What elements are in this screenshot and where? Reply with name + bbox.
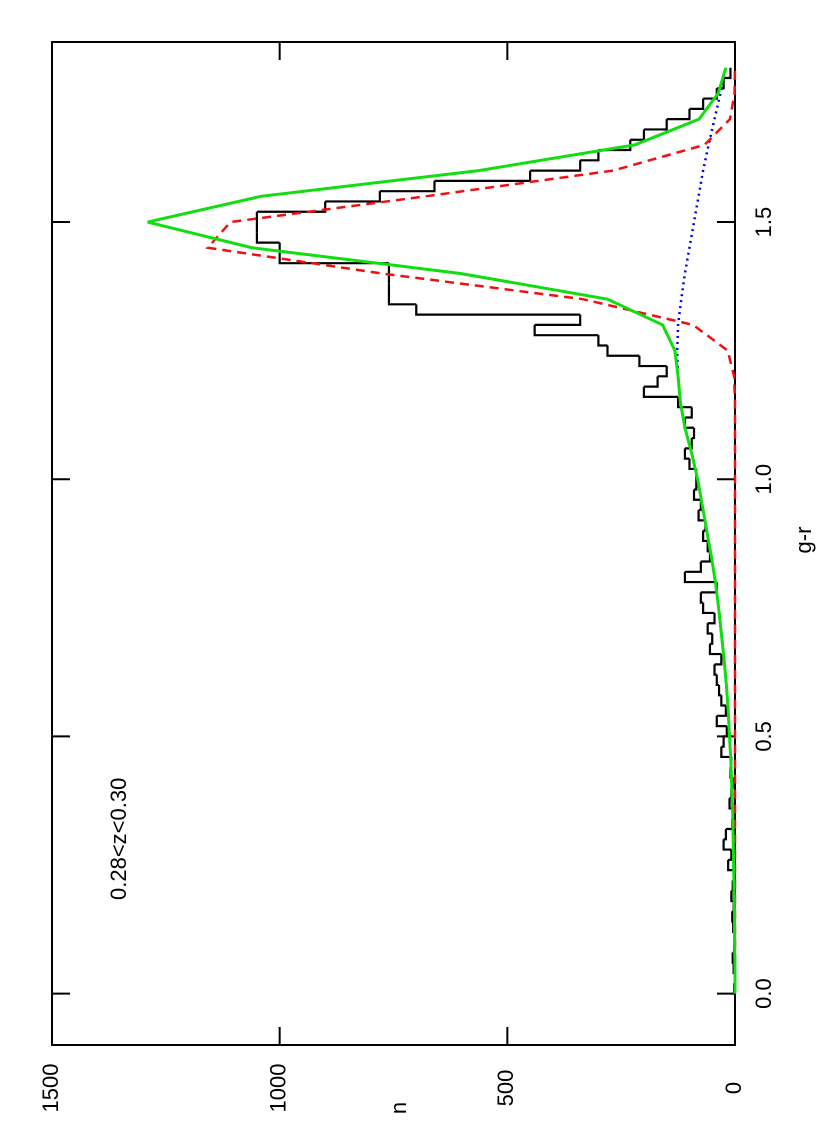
hist-step: [727, 859, 735, 872]
y-axis-label: n: [386, 1102, 411, 1114]
y-tick-label: 500: [493, 1070, 518, 1107]
hist-step: [530, 160, 582, 172]
hist-step: [697, 510, 706, 522]
hist-step: [256, 201, 327, 213]
hist-step: [606, 345, 640, 357]
hist-step: [657, 366, 668, 378]
hist-step: [255, 232, 280, 244]
hist-step: [692, 489, 701, 501]
hist-step: [694, 479, 698, 491]
hist-step: [721, 736, 725, 748]
hist-step: [715, 674, 720, 687]
hist-step: [580, 150, 600, 162]
hist-step: [683, 448, 690, 460]
hist-step: [699, 592, 704, 604]
x-tick-label: 0.0: [751, 978, 776, 1009]
hist-step: [597, 335, 608, 347]
hist-step: [684, 561, 702, 573]
hist-step: [723, 828, 727, 841]
hist-step: [723, 67, 732, 80]
hist-step: [666, 108, 691, 121]
x-tick-label: 1.0: [751, 464, 776, 495]
hist-step: [720, 695, 726, 707]
hist-step: [325, 191, 381, 203]
hist-step: [706, 623, 713, 635]
curve: [147, 67, 737, 994]
x-tick-label: 1.5: [751, 207, 776, 238]
y-tick-label: 1500: [38, 1064, 63, 1113]
hist-step: [713, 664, 717, 676]
hist-step: [717, 684, 722, 697]
hist-step: [723, 726, 728, 738]
hist-step: [434, 170, 532, 182]
hist-step: [731, 952, 734, 964]
hist-step: [716, 705, 727, 717]
hist-step: [722, 839, 732, 851]
curve: [205, 67, 737, 994]
hist-step: [643, 119, 668, 131]
hist-step: [703, 88, 718, 100]
hist-step: [379, 180, 436, 193]
hist-step: [720, 746, 732, 759]
hist-step: [702, 530, 708, 543]
x-axis-label: g-r: [791, 527, 816, 554]
hist-step: [700, 551, 712, 563]
hist-step: [707, 612, 716, 625]
annotation: 0.28<z<0.30: [106, 778, 131, 900]
hist-step: [684, 407, 693, 419]
hist-step: [387, 294, 417, 306]
hist-step: [691, 427, 696, 440]
hist-step: [642, 386, 679, 399]
hist-step: [708, 643, 722, 656]
plot-frame: [51, 41, 736, 1046]
hist-step: [725, 818, 734, 831]
hist-step: [689, 98, 705, 110]
hist-step: [702, 602, 715, 615]
hist-step: [534, 314, 582, 326]
hist-step: [728, 849, 733, 861]
hist-step: [630, 129, 646, 141]
y-tick-label: 1000: [265, 1064, 290, 1113]
hist-step: [715, 715, 727, 728]
hist-step: [731, 911, 734, 923]
hist-step: [278, 252, 389, 265]
hist-step: [415, 304, 581, 316]
hist-step: [533, 324, 599, 337]
hist-step: [676, 396, 692, 409]
hist-step: [714, 654, 723, 666]
hist-step: [709, 633, 714, 645]
hist-step: [683, 571, 717, 584]
hist-step: [638, 355, 667, 368]
hist-step: [683, 417, 695, 429]
y-tick-label: 0: [721, 1082, 746, 1094]
x-tick-label: 0.5: [751, 721, 776, 752]
hist-step: [643, 376, 659, 388]
